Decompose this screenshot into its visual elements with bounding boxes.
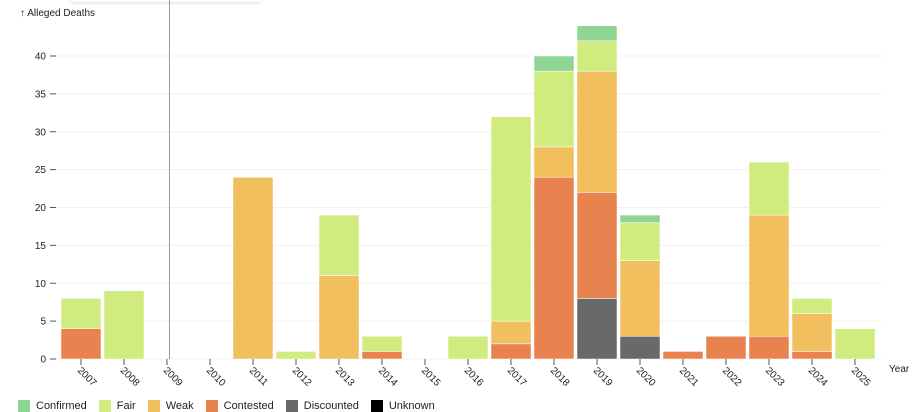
bar-contested-2024[interactable] — [791, 351, 833, 360]
x-tick-label: 2018 — [548, 365, 572, 389]
x-tick-label: 2017 — [505, 365, 529, 389]
x-tick-label: 2024 — [806, 365, 830, 389]
bar-fair-2013[interactable] — [318, 214, 360, 276]
y-tick-label: 15 — [35, 241, 47, 252]
y-tick-label: 10 — [35, 279, 47, 290]
bar-contested-2018[interactable] — [533, 176, 575, 360]
legend-item-confirmed[interactable]: Confirmed — [18, 400, 87, 412]
bar-weak-2017[interactable] — [490, 320, 532, 345]
bar-confirmed-2020[interactable] — [619, 214, 661, 223]
y-axis-title: ↑ Alleged Deaths — [20, 8, 95, 19]
legend-item-unknown[interactable]: Unknown — [370, 400, 435, 412]
x-axis-title: Year — [889, 364, 910, 375]
bar-contested-2021[interactable] — [662, 351, 704, 360]
y-tick-label: 40 — [35, 52, 47, 63]
x-tick-label: 2022 — [720, 365, 744, 389]
bar-contested-2022[interactable] — [705, 336, 747, 360]
legend-swatch — [147, 400, 160, 412]
bar-weak-2019[interactable] — [576, 70, 618, 193]
x-tick-label: 2015 — [419, 365, 443, 389]
x-tick-label: 2007 — [75, 365, 99, 389]
bar-contested-2007[interactable] — [60, 328, 102, 360]
bar-weak-2018[interactable] — [533, 146, 575, 178]
legend-swatch — [18, 400, 30, 412]
bar-fair-2018[interactable] — [533, 70, 575, 148]
legend-label: Fair — [116, 400, 136, 412]
y-tick-label: 20 — [35, 203, 47, 214]
x-tick-label: 2023 — [763, 365, 787, 389]
y-tick-label: 35 — [35, 89, 47, 100]
bar-confirmed-2019[interactable] — [576, 25, 618, 42]
bar-fair-2019[interactable] — [576, 40, 618, 72]
bar-weak-2024[interactable] — [791, 313, 833, 352]
x-tick-label: 2008 — [118, 365, 142, 389]
legend-swatch — [98, 400, 111, 412]
bar-contested-2019[interactable] — [576, 192, 618, 299]
tooltip-edge — [70, 0, 262, 2]
x-tick-label: 2010 — [204, 365, 228, 389]
legend-label: Confirmed — [36, 400, 87, 412]
legend-item-weak[interactable]: Weak — [147, 400, 194, 412]
bar-weak-2011[interactable] — [232, 176, 274, 360]
x-tick-label: 2012 — [290, 365, 314, 389]
bar-confirmed-2018[interactable] — [533, 55, 575, 72]
x-tick-label: 2025 — [849, 365, 873, 389]
legend: Confirmed Fair Weak Contested Discounted Unkn… — [18, 400, 435, 412]
bar-fair-2023[interactable] — [748, 161, 790, 216]
legend-item-fair[interactable]: Fair — [98, 400, 136, 412]
bar-fair-2025[interactable] — [834, 328, 876, 360]
bar-fair-2007[interactable] — [60, 298, 102, 329]
bar-weak-2023[interactable] — [748, 214, 790, 337]
legend-label: Contested — [223, 400, 274, 412]
x-tick-label: 2013 — [333, 365, 357, 389]
y-tick-label: 30 — [35, 127, 47, 138]
bar-discounted-2020[interactable] — [619, 336, 661, 360]
y-tick-label: 0 — [40, 355, 46, 366]
bar-fair-2024[interactable] — [791, 298, 833, 314]
legend-swatch — [370, 400, 383, 412]
x-tick-label: 2021 — [677, 365, 701, 389]
bar-weak-2020[interactable] — [619, 260, 661, 337]
legend-swatch — [285, 400, 298, 412]
x-tick-label: 2009 — [161, 365, 185, 389]
legend-item-contested[interactable]: Contested — [205, 400, 274, 412]
y-tick-label: 25 — [35, 165, 47, 176]
x-tick-label: 2014 — [376, 365, 400, 389]
x-tick-label: 2020 — [634, 365, 658, 389]
x-tick-label: 2019 — [591, 365, 615, 389]
bar-contested-2023[interactable] — [748, 336, 790, 360]
bar-fair-2017[interactable] — [490, 116, 532, 322]
x-tick-label: 2016 — [462, 365, 486, 389]
legend-label: Unknown — [388, 400, 435, 412]
x-tick-label: 2011 — [247, 365, 270, 388]
y-tick-label: 5 — [40, 317, 46, 328]
bar-contested-2017[interactable] — [490, 343, 532, 360]
legend-item-discounted[interactable]: Discounted — [285, 400, 359, 412]
bar-contested-2014[interactable] — [361, 351, 403, 360]
bar-fair-2016[interactable] — [447, 336, 489, 360]
bar-discounted-2019[interactable] — [576, 298, 618, 360]
bar-weak-2013[interactable] — [318, 275, 360, 360]
bar-fair-2012[interactable] — [275, 351, 317, 360]
bar-fair-2014[interactable] — [361, 336, 403, 352]
legend-swatch — [205, 400, 218, 412]
bar-fair-2020[interactable] — [619, 222, 661, 261]
bar-fair-2008[interactable] — [103, 290, 145, 360]
legend-label: Weak — [165, 400, 194, 412]
legend-label: Discounted — [303, 400, 359, 412]
